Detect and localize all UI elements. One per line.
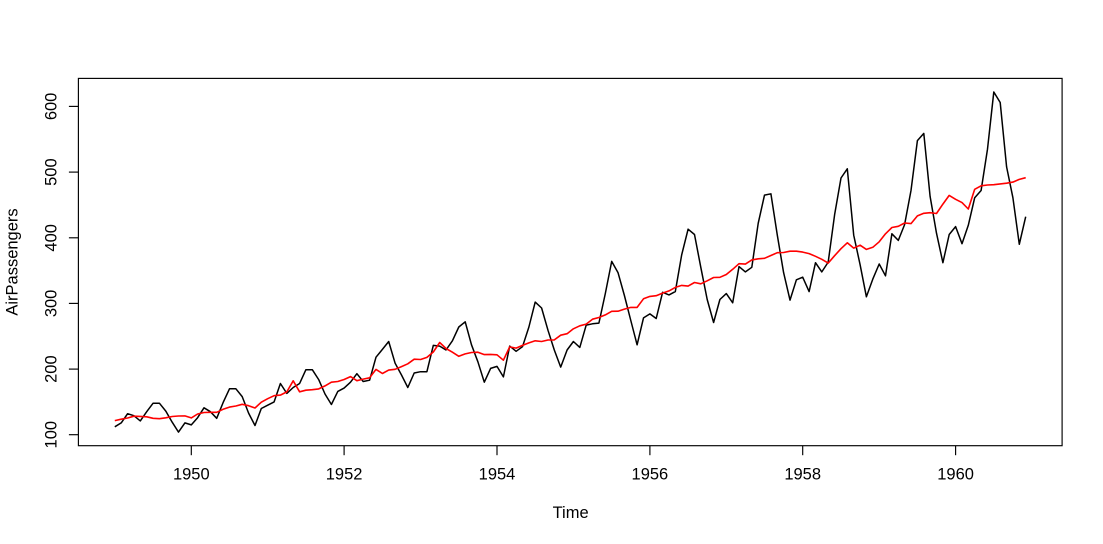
svg-text:1950: 1950: [173, 465, 210, 483]
svg-text:1952: 1952: [326, 465, 363, 483]
svg-text:500: 500: [43, 158, 61, 186]
svg-text:600: 600: [43, 93, 61, 121]
svg-text:100: 100: [43, 421, 61, 449]
svg-text:AirPassengers: AirPassengers: [4, 208, 22, 315]
svg-text:1954: 1954: [479, 465, 516, 483]
svg-text:300: 300: [43, 290, 61, 318]
svg-text:200: 200: [43, 355, 61, 383]
svg-text:1960: 1960: [937, 465, 974, 483]
svg-text:1958: 1958: [784, 465, 821, 483]
svg-text:1956: 1956: [632, 465, 669, 483]
svg-text:Time: Time: [553, 504, 589, 522]
svg-text:400: 400: [43, 224, 61, 252]
